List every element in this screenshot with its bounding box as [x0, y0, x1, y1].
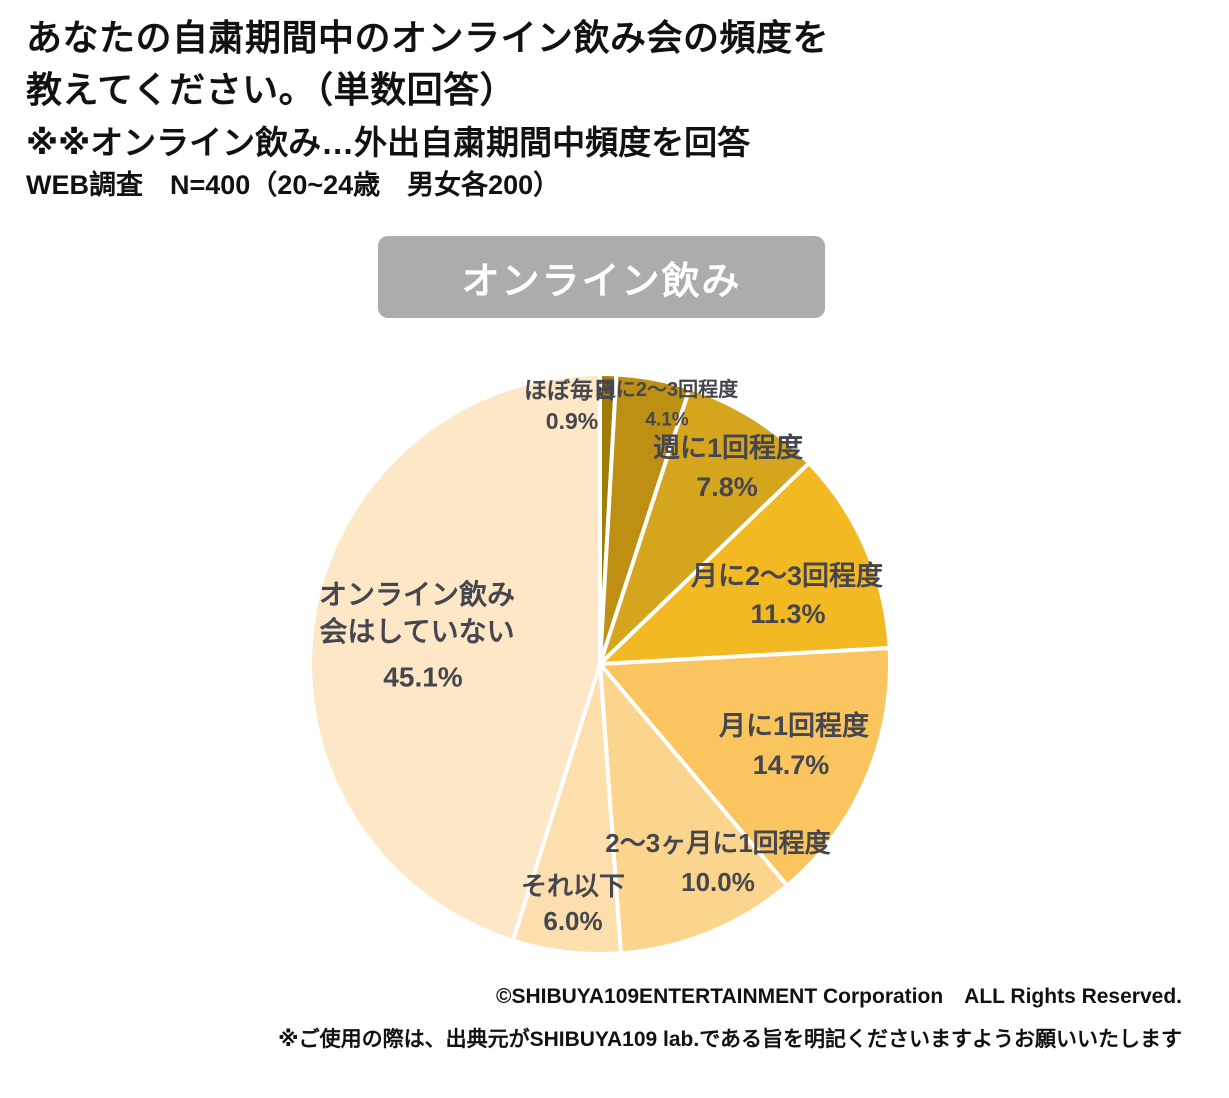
title-line-1: あなたの自粛期間中のオンライン飲み会の頻度を	[26, 17, 830, 58]
pie-slice-4	[598, 646, 892, 888]
attribution-note: ※ご使用の際は、出典元がSHIBUYA109 lab.である旨を明記くださいます…	[278, 1028, 1182, 1051]
pie-slice-7	[308, 372, 602, 943]
survey-question-title: あなたの自粛期間中のオンライン飲み会の頻度を 教えてください。（単数回答）	[26, 12, 829, 116]
survey-note: ※※オンライン飲み…外出自粛期間中頻度を回答	[26, 124, 751, 161]
pie-slice-5	[598, 662, 790, 956]
title-line-2: 教えてください。（単数回答）	[26, 69, 517, 110]
pie-slice-3	[598, 461, 892, 666]
copyright-text: ©SHIBUYA109ENTERTAINMENT Corporation ALL…	[495, 985, 1182, 1008]
chart-title-badge: オンライン飲み	[378, 236, 825, 318]
pie-slice-2	[598, 386, 812, 666]
footer: ©SHIBUYA109ENTERTAINMENT Corporation ALL…	[278, 980, 1182, 1053]
chart-title-label: オンライン飲み	[461, 260, 742, 303]
pie-chart	[308, 372, 892, 956]
survey-sample-info: WEB調査 N=400（20~24歳 男女各200）	[26, 170, 561, 200]
